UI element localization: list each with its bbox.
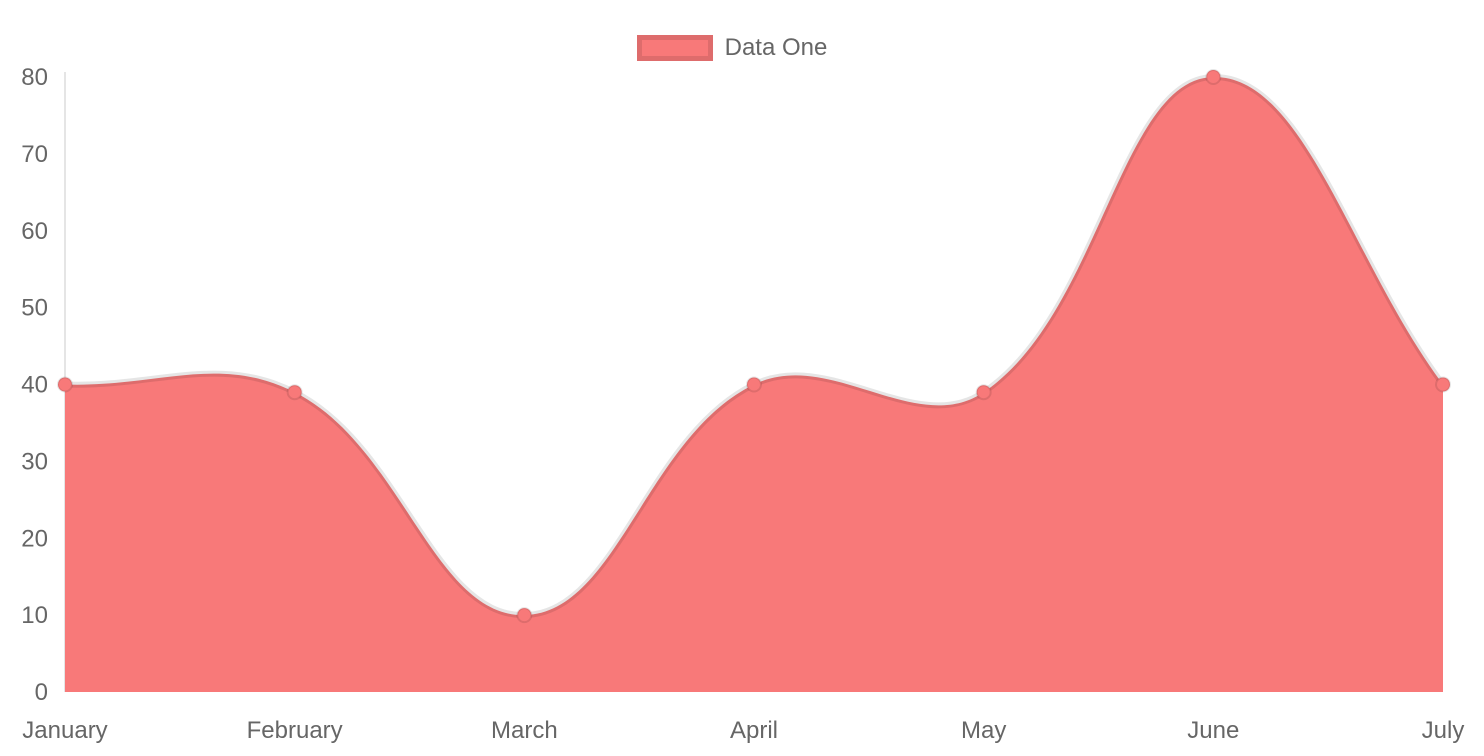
x-tick-label-june: June <box>1187 717 1239 744</box>
y-tick-label: 60 <box>21 218 48 245</box>
y-tick-label: 0 <box>35 679 48 706</box>
legend-swatch-icon <box>636 35 713 61</box>
y-tick-label: 10 <box>21 602 48 629</box>
y-tick-label: 20 <box>21 525 48 552</box>
data-point-june[interactable] <box>1205 69 1222 85</box>
y-tick-label: 30 <box>21 448 48 475</box>
y-tick-label: 70 <box>21 141 48 168</box>
legend-item-data-one[interactable]: Data One <box>636 34 828 62</box>
data-point-may[interactable] <box>975 384 992 401</box>
data-point-february[interactable] <box>286 384 303 401</box>
y-tick-label: 50 <box>21 295 48 322</box>
tick-label-layer: 0 10 20 30 40 50 60 70 80 January February March Apr… <box>21 64 1464 744</box>
chart-legend: Data One <box>0 34 1484 62</box>
x-tick-label-may: May <box>961 717 1006 744</box>
x-tick-label-july: July <box>1422 717 1465 744</box>
area-fill <box>65 76 1443 693</box>
data-point-april[interactable] <box>746 376 762 393</box>
data-point-march[interactable] <box>516 607 533 624</box>
x-tick-label-march: March <box>491 717 558 744</box>
data-point-july[interactable] <box>1435 376 1451 393</box>
x-tick-label-january: January <box>22 717 107 744</box>
y-tick-label: 80 <box>21 64 48 91</box>
x-tick-label-april: April <box>730 717 778 744</box>
data-point-january[interactable] <box>57 376 73 393</box>
legend-label: Data One <box>724 34 828 61</box>
x-tick-label-february: February <box>247 717 343 744</box>
y-tick-label: 40 <box>21 372 48 399</box>
series-data-one <box>57 69 1451 693</box>
